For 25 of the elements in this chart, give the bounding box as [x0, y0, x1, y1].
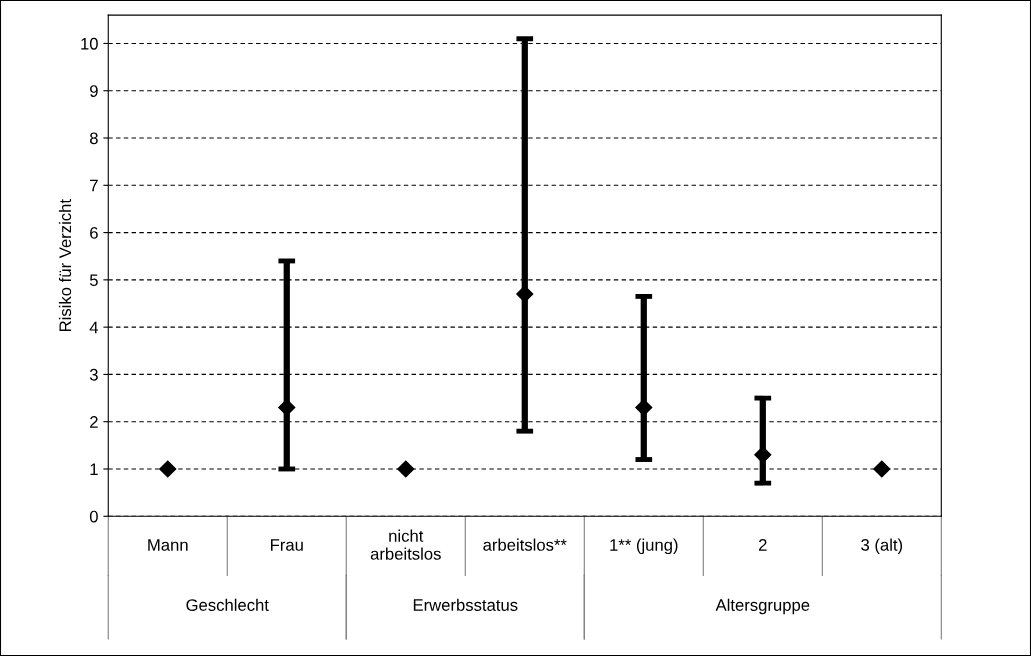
x-tick-label: Mann — [148, 539, 188, 551]
point — [397, 460, 415, 478]
x-tick-label: Frau — [271, 539, 303, 551]
y-tick-label: 9 — [90, 85, 98, 97]
y-tick-label: 6 — [90, 226, 98, 239]
x-tick-label: 3 (alt) — [861, 538, 903, 555]
x-tick-label: 1** (jung) — [610, 538, 678, 555]
y-tick-label: 10 — [81, 37, 98, 50]
text: Erwerbsstatus — [413, 598, 518, 611]
y-tick-label: 1 — [90, 463, 98, 476]
y-tick-label: 7 — [90, 179, 98, 192]
y-axis-title: Risiko für Verzicht — [58, 199, 72, 331]
point — [873, 460, 891, 478]
x-tick-label: arbeitslos** — [483, 538, 567, 551]
y-tick-label: 4 — [89, 321, 99, 334]
x-tick-label: 2 — [759, 539, 767, 551]
text: Altersgruppe — [715, 598, 810, 615]
x-tick-label: nicht arbeitslos — [370, 529, 441, 560]
y-tick-label: 3 — [89, 368, 98, 381]
y-tick-label: 5 — [89, 274, 98, 287]
text: Geschlecht — [186, 598, 269, 611]
y-tick-label: 0 — [89, 510, 98, 523]
y-tick-label: 8 — [89, 132, 98, 145]
y-tick-label: 2 — [90, 416, 98, 428]
point — [159, 460, 177, 478]
